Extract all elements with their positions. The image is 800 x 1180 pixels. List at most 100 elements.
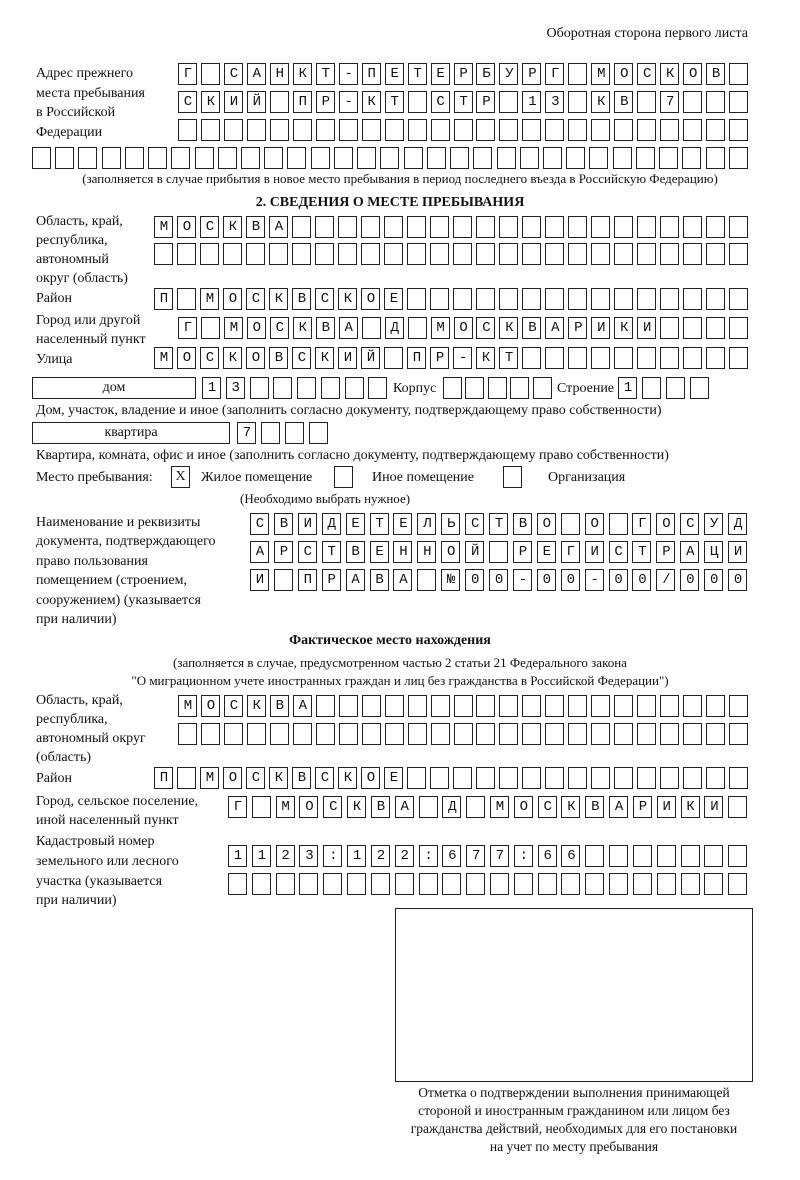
actual-city-row-cell[interactable]	[418, 796, 438, 818]
actual-region-row-2-cell[interactable]	[568, 723, 588, 745]
city-row-cell[interactable]	[499, 317, 519, 339]
street-row-cell[interactable]	[154, 347, 173, 369]
region-row-1-cell[interactable]	[614, 216, 633, 238]
prev-address-row-3-cell[interactable]	[614, 119, 634, 141]
stay-option-checkbox-organization[interactable]	[503, 466, 522, 488]
cadastre-row-1-cell[interactable]	[394, 845, 414, 867]
doc-row-1-cell[interactable]	[417, 513, 437, 535]
doc-row-2-cell[interactable]	[345, 541, 365, 563]
actual-district-row-cell[interactable]	[361, 767, 380, 789]
district-row-cell[interactable]	[430, 288, 449, 310]
korpus-row-cell[interactable]	[443, 377, 462, 399]
prev-address-row-1-cell[interactable]	[476, 63, 496, 85]
city-row-cell[interactable]	[453, 317, 473, 339]
region-row-1-cell[interactable]	[200, 216, 219, 238]
cadastre-row-1-cell[interactable]	[728, 845, 748, 867]
city-row-cell[interactable]	[706, 317, 726, 339]
prev-address-row-1-cell[interactable]	[614, 63, 634, 85]
cadastre-row-2-cell[interactable]	[299, 873, 319, 895]
cadastre-row-2-cell[interactable]	[347, 873, 367, 895]
prev-address-row-3-cell[interactable]	[200, 119, 220, 141]
prev-address-row-4-cell[interactable]	[589, 147, 609, 169]
district-row-cell[interactable]	[522, 288, 541, 310]
house-number-row-cell[interactable]	[344, 377, 364, 399]
prev-address-row-3-cell[interactable]	[246, 119, 266, 141]
city-row-cell[interactable]	[292, 317, 312, 339]
prev-address-row-4-cell[interactable]	[682, 147, 702, 169]
prev-address-row-1-cell[interactable]	[338, 63, 358, 85]
prev-address-row-4-cell[interactable]	[380, 147, 400, 169]
doc-row-3-cell[interactable]	[393, 569, 413, 591]
actual-district-row-cell[interactable]	[568, 767, 587, 789]
prev-address-row-3-cell[interactable]	[545, 119, 565, 141]
cadastre-row-1-cell[interactable]	[537, 845, 557, 867]
region-row-1-cell[interactable]	[545, 216, 564, 238]
actual-region-row-1-cell[interactable]	[246, 695, 266, 717]
region-row-1-cell[interactable]	[660, 216, 679, 238]
cadastre-row-1-cell[interactable]	[585, 845, 605, 867]
prev-address-row-2-cell[interactable]	[660, 91, 680, 113]
city-row-cell[interactable]	[568, 317, 588, 339]
doc-row-2-cell[interactable]	[393, 541, 413, 563]
prev-address-row-1-cell[interactable]	[269, 63, 289, 85]
actual-city-row-cell[interactable]	[228, 796, 247, 818]
street-row-cell[interactable]	[683, 347, 702, 369]
prev-address-row-4-cell[interactable]	[450, 147, 470, 169]
house-number-row-cell[interactable]	[297, 377, 316, 399]
region-row-2-cell[interactable]	[315, 243, 334, 265]
cadastre-row-2-cell[interactable]	[561, 873, 581, 895]
region-row-2-cell[interactable]	[338, 243, 357, 265]
prev-address-row-4-cell[interactable]	[403, 147, 423, 169]
prev-address-row-4-cell[interactable]	[287, 147, 307, 169]
actual-region-row-1-cell[interactable]	[338, 695, 358, 717]
actual-district-row-cell[interactable]	[315, 767, 334, 789]
street-row-cell[interactable]	[200, 347, 219, 369]
doc-row-3-cell[interactable]	[273, 569, 293, 591]
doc-row-1-cell[interactable]	[465, 513, 485, 535]
doc-row-3-cell[interactable]	[369, 569, 389, 591]
street-row-cell[interactable]	[499, 347, 518, 369]
region-row-1-cell[interactable]	[637, 216, 656, 238]
doc-row-1-cell[interactable]	[608, 513, 628, 535]
doc-row-1-cell[interactable]	[560, 513, 580, 535]
actual-region-row-2-cell[interactable]	[683, 723, 703, 745]
district-row-cell[interactable]	[591, 288, 610, 310]
region-row-1-cell[interactable]	[246, 216, 265, 238]
cadastre-row-2-cell[interactable]	[513, 873, 533, 895]
cadastre-row-1-cell[interactable]	[323, 845, 343, 867]
district-row-cell[interactable]	[683, 288, 702, 310]
cadastre-row-2-cell[interactable]	[442, 873, 462, 895]
actual-region-row-1-cell[interactable]	[499, 695, 519, 717]
actual-district-row-cell[interactable]	[154, 767, 173, 789]
prev-address-row-1-cell[interactable]	[430, 63, 450, 85]
region-row-1-cell[interactable]	[223, 216, 242, 238]
actual-city-row-cell[interactable]	[704, 796, 724, 818]
actual-region-row-1-cell[interactable]	[683, 695, 703, 717]
stay-option-checkbox-residential[interactable]: Х	[171, 466, 190, 488]
prev-address-row-1-cell[interactable]	[246, 63, 266, 85]
cadastre-row-2-cell[interactable]	[585, 873, 605, 895]
doc-row-2-cell[interactable]	[417, 541, 437, 563]
region-row-2-cell[interactable]	[545, 243, 564, 265]
prev-address-row-4-cell[interactable]	[473, 147, 493, 169]
actual-city-row-cell[interactable]	[537, 796, 557, 818]
house-number-row-cell[interactable]	[225, 377, 245, 399]
actual-region-row-2-cell[interactable]	[200, 723, 220, 745]
city-row-cell[interactable]	[729, 317, 749, 339]
doc-row-1-cell[interactable]	[704, 513, 724, 535]
prev-address-row-1-cell[interactable]	[660, 63, 680, 85]
doc-row-2-cell[interactable]	[489, 541, 509, 563]
prev-address-row-3-cell[interactable]	[178, 119, 197, 141]
region-row-1-cell[interactable]	[430, 216, 449, 238]
prev-address-row-3-cell[interactable]	[453, 119, 473, 141]
actual-region-row-1-cell[interactable]	[384, 695, 404, 717]
street-row-cell[interactable]	[706, 347, 725, 369]
doc-row-3-cell[interactable]	[560, 569, 580, 591]
cadastre-row-1-cell[interactable]	[275, 845, 295, 867]
region-row-1-cell[interactable]	[292, 216, 311, 238]
doc-row-3-cell[interactable]	[656, 569, 676, 591]
street-row-cell[interactable]	[430, 347, 449, 369]
prev-address-row-2-cell[interactable]	[361, 91, 381, 113]
cadastre-row-2-cell[interactable]	[394, 873, 414, 895]
prev-address-row-2-cell[interactable]	[706, 91, 726, 113]
